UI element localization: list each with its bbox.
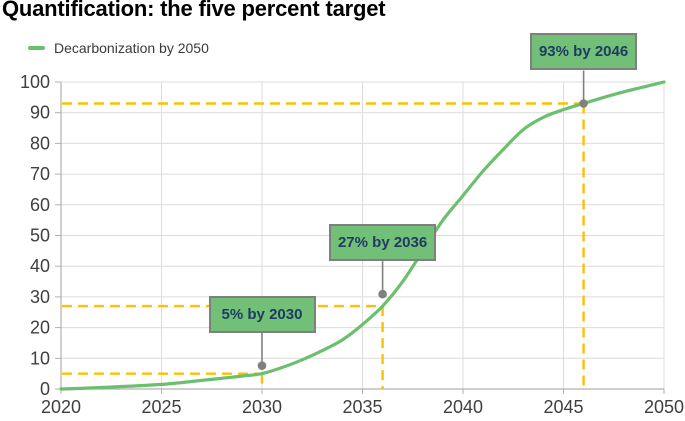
annotation-dot xyxy=(378,289,387,299)
legend: Decarbonization by 2050 xyxy=(28,40,209,56)
annotation-box: 5% by 2030 xyxy=(208,295,316,333)
annotation-dot xyxy=(257,361,267,370)
x-tick-label: 2020 xyxy=(41,397,81,417)
legend-line-swatch xyxy=(28,46,45,50)
y-tick-label: 50 xyxy=(30,226,50,246)
y-tick-label: 40 xyxy=(30,256,50,276)
annotation-box: 27% by 2036 xyxy=(329,224,437,262)
x-tick-label: 2050 xyxy=(644,397,684,417)
y-tick-label: 80 xyxy=(30,133,50,153)
decarbonization-curve xyxy=(59,80,666,391)
x-tick-label: 2045 xyxy=(543,397,583,417)
x-tick-label: 2035 xyxy=(342,397,382,417)
annotation-dot xyxy=(579,99,588,108)
y-tick-label: 60 xyxy=(30,195,50,215)
y-tick-label: 90 xyxy=(30,103,50,123)
y-tick-label: 100 xyxy=(20,72,50,92)
annotation-box: 93% by 2046 xyxy=(530,33,638,71)
legend-label: Decarbonization by 2050 xyxy=(54,40,209,56)
y-tick-label: 0 xyxy=(40,379,50,399)
x-tick-label: 2025 xyxy=(141,397,181,417)
chart-title: Quantification: the five percent target xyxy=(2,0,386,21)
y-tick-label: 20 xyxy=(30,318,50,338)
y-tick-label: 10 xyxy=(30,348,50,368)
x-tick-label: 2030 xyxy=(242,397,282,417)
y-tick-label: 30 xyxy=(30,287,50,307)
x-tick-label: 2040 xyxy=(443,397,483,417)
y-tick-label: 70 xyxy=(30,164,50,184)
